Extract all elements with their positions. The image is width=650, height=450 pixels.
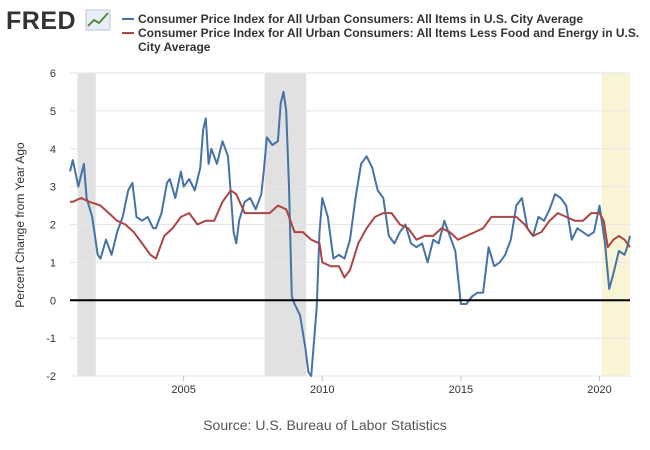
y-tick-label: 3 xyxy=(50,182,56,194)
fred-logo-text: FRED xyxy=(6,7,76,34)
x-tick-label: 2020 xyxy=(587,384,611,396)
series-line-1 xyxy=(70,189,631,279)
y-tick-label: 1 xyxy=(50,257,56,269)
y-tick-label: 2 xyxy=(50,220,56,232)
x-tick-label: 2010 xyxy=(310,384,334,396)
x-tick-label: 2015 xyxy=(449,384,473,396)
y-tick-label: -1 xyxy=(46,333,56,345)
source-note: Source: U.S. Bureau of Labor Statistics xyxy=(203,417,447,433)
y-axis-ticks: -2 -1 0 1 2 3 4 5 6 xyxy=(46,68,56,383)
y-axis-label: Percent Change from Year Ago xyxy=(13,142,27,308)
y-tick-label: -2 xyxy=(46,371,56,383)
y-tick-label: 4 xyxy=(50,144,56,156)
legend-item-cpi-all-items: Consumer Price Index for All Urban Consu… xyxy=(122,12,642,26)
fred-logo-graph-icon xyxy=(85,9,111,31)
y-tick-label: 6 xyxy=(50,68,56,80)
fred-logo: FRED xyxy=(6,7,111,34)
x-axis-ticks: 2005 2010 2015 2020 xyxy=(171,376,612,396)
x-tick-label: 2005 xyxy=(171,384,195,396)
y-tick-label: 0 xyxy=(50,295,56,307)
y-tick-label: 5 xyxy=(50,106,56,118)
legend-label: Consumer Price Index for All Urban Consu… xyxy=(138,26,640,54)
legend-item-cpi-core: Consumer Price Index for All Urban Consu… xyxy=(122,26,642,54)
legend-swatch xyxy=(122,18,134,20)
legend-label: Consumer Price Index for All Urban Consu… xyxy=(138,12,583,26)
series-line-0 xyxy=(69,90,631,377)
line-chart: -2 -1 0 1 2 3 4 5 6 2005 2010 2015 2020 Percent Cha… xyxy=(13,68,631,396)
series-lines xyxy=(69,90,631,377)
legend-swatch xyxy=(122,32,134,34)
